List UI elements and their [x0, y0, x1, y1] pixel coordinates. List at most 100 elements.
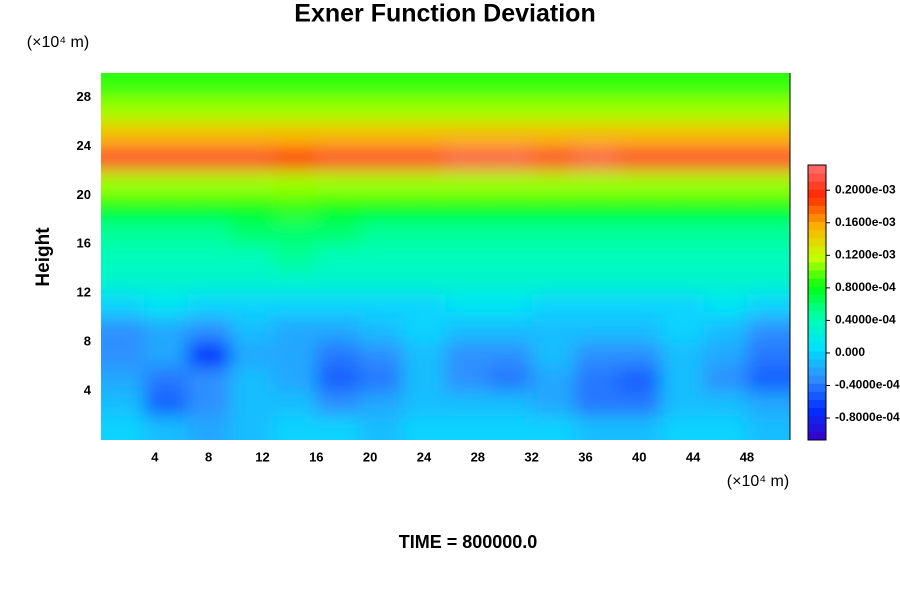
- field-cell: [617, 146, 662, 172]
- field-cell: [230, 146, 274, 172]
- field-cell: [445, 244, 490, 270]
- field-cell: [316, 391, 360, 417]
- colorbar-band: [808, 245, 826, 255]
- field-cell: [316, 121, 360, 147]
- field-cell: [402, 121, 446, 147]
- colorbar-band: [808, 359, 826, 368]
- field-cell: [445, 170, 490, 196]
- colorbar-tick-label: -0.4000e-04: [835, 378, 900, 392]
- field-cell: [316, 342, 360, 368]
- field-cell: [359, 293, 403, 319]
- field-cell: [402, 342, 446, 368]
- field-cell: [574, 195, 619, 221]
- field-cell: [316, 415, 360, 440]
- x-tick-label: 28: [471, 449, 485, 464]
- field-cell: [101, 342, 145, 368]
- field-cell: [187, 391, 231, 417]
- x-unit: (×10⁴ m): [727, 473, 789, 490]
- field-cell: [316, 97, 360, 123]
- field-cell: [531, 97, 576, 123]
- colorbar-band: [808, 375, 826, 384]
- field-cell: [144, 170, 188, 196]
- field-cell: [402, 219, 446, 245]
- field-cell: [746, 268, 790, 294]
- field-cell: [187, 415, 231, 440]
- field-cell: [101, 244, 145, 270]
- y-tick-label: 12: [77, 285, 91, 300]
- field-cell: [531, 170, 576, 196]
- colorbar-band: [808, 165, 826, 174]
- field-cell: [187, 195, 231, 221]
- field-cell: [617, 415, 662, 440]
- colorbar-band: [808, 173, 826, 182]
- field-cell: [746, 73, 790, 98]
- field-cell: [273, 97, 317, 123]
- colorbar-band: [808, 278, 826, 287]
- field-cell: [187, 293, 231, 319]
- field-cell: [746, 219, 790, 245]
- field-cell: [746, 244, 790, 270]
- field-cell: [359, 268, 403, 294]
- field-cell: [660, 73, 705, 98]
- colorbar-tick-label: 0.2000e-03: [835, 182, 896, 196]
- field-cell: [445, 317, 490, 343]
- field-cell: [402, 146, 446, 172]
- field-cell: [402, 317, 446, 343]
- field-cell: [445, 268, 490, 294]
- field-cell: [660, 366, 705, 392]
- field-cell: [660, 244, 705, 270]
- field-cell: [402, 195, 446, 221]
- field-cell: [746, 415, 790, 440]
- field-cell: [703, 73, 748, 98]
- field-cell: [101, 391, 145, 417]
- field-cell: [617, 97, 662, 123]
- field-cell: [101, 121, 145, 147]
- field-cell: [703, 121, 748, 147]
- field-cell: [488, 342, 533, 368]
- field-cell: [187, 97, 231, 123]
- field-cell: [402, 268, 446, 294]
- field-cell: [273, 170, 317, 196]
- field-cell: [703, 268, 748, 294]
- field-cell: [273, 121, 317, 147]
- field-cell: [746, 342, 790, 368]
- colorbar-band: [808, 302, 826, 311]
- colorbar-band: [808, 237, 826, 247]
- field-cell: [230, 73, 274, 98]
- field-cell: [660, 195, 705, 221]
- field-cell: [574, 342, 619, 368]
- field-cell: [488, 219, 533, 245]
- field-cell: [445, 73, 490, 98]
- field-cell: [316, 366, 360, 392]
- field-cell: [445, 195, 490, 221]
- field-cell: [273, 146, 317, 172]
- field-cell: [660, 415, 705, 440]
- field-cell: [660, 97, 705, 123]
- field-cell: [445, 219, 490, 245]
- field-cell: [187, 121, 231, 147]
- field-cell: [359, 146, 403, 172]
- colorbar-band: [808, 205, 826, 214]
- colorbar-band: [808, 415, 826, 425]
- colorbar-band: [808, 189, 826, 198]
- field-cell: [531, 244, 576, 270]
- field-cell: [488, 293, 533, 319]
- time-caption: TIME = 800000.0: [399, 532, 538, 552]
- field-cell: [230, 170, 274, 196]
- field-cell: [316, 293, 360, 319]
- field-cell: [273, 244, 317, 270]
- field-cell: [617, 317, 662, 343]
- field-cell: [359, 219, 403, 245]
- colorbar-tick-label: 0.8000e-04: [835, 280, 896, 294]
- field-cell: [531, 121, 576, 147]
- field-cell: [187, 268, 231, 294]
- field-cell: [359, 244, 403, 270]
- field-cell: [402, 415, 446, 440]
- field-cell: [617, 342, 662, 368]
- field-cell: [273, 415, 317, 440]
- field-cell: [101, 317, 145, 343]
- x-tick-label: 40: [632, 449, 646, 464]
- field-cell: [187, 73, 231, 98]
- field-cell: [746, 195, 790, 221]
